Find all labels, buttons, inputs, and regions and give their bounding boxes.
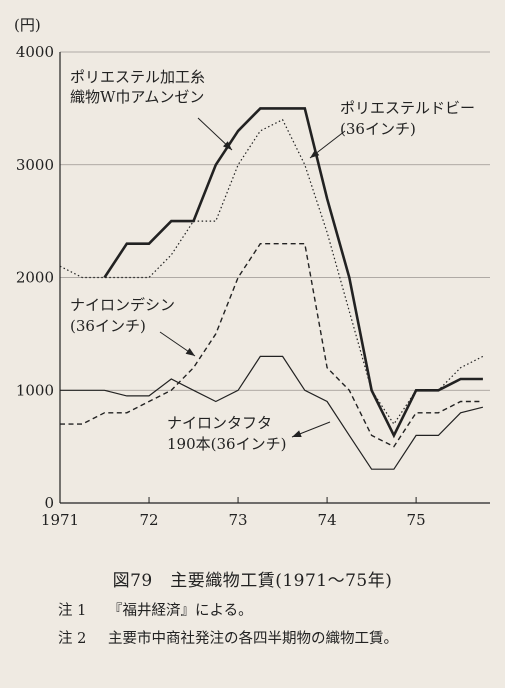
- figure-caption: 図79 主要織物工賃(1971〜75年): [112, 571, 393, 591]
- y-tick-label-2000: 2000: [16, 269, 54, 287]
- series-line-2: [60, 242, 483, 448]
- series-line-3: [60, 355, 484, 470]
- note-1: 注 1 『福井経済』による。: [58, 600, 448, 622]
- arrow-decin-head: [185, 348, 195, 356]
- x-tick-label-1972: 72: [139, 511, 158, 529]
- annotation-2-line-1: (36インチ): [70, 317, 146, 335]
- note-2-tag: 注 2: [58, 631, 87, 647]
- x-tick-label-1974: 74: [318, 511, 337, 529]
- series-line-1: [59, 118, 484, 426]
- annotation-0-line-1: 織物W巾アムンゼン: [70, 88, 204, 106]
- note-2-text: 主要市中商社発注の各四半期物の織物工賃。: [108, 631, 398, 647]
- annotation-1-line-1: (36インチ): [340, 120, 416, 138]
- x-tick-label-1973: 73: [229, 511, 248, 529]
- line-chart: 0 1000 2000 3000 4000 (円) 1971 72 73 74 75 ポリエステル加工…: [14, 16, 490, 529]
- y-tick-label-4000: 4000: [16, 43, 54, 61]
- y-tick-label-0: 0: [44, 494, 54, 512]
- y-tick-label-3000: 3000: [16, 156, 54, 174]
- arrow-dobby-head: [310, 149, 320, 158]
- annotation-3-line-0: ナイロンタフタ: [167, 414, 272, 432]
- arrow-amunzen-head: [223, 141, 232, 150]
- y-tick-label-1000: 1000: [16, 381, 54, 399]
- note-2: 注 2 主要市中商社発注の各四半期物の織物工賃。: [58, 628, 448, 650]
- series-line-0: [103, 107, 483, 439]
- annotation-0-line-0: ポリエステル加工糸: [70, 68, 205, 86]
- x-tick-label-1975: 75: [407, 511, 426, 529]
- y-axis-label: (円): [14, 16, 41, 34]
- annotation-3-line-1: 190本(36インチ): [167, 435, 286, 453]
- annotation-1-line-0: ポリエステルドビー: [340, 99, 475, 117]
- annotation-2-line-0: ナイロンデシン: [70, 296, 175, 314]
- x-tick-label-1971: 1971: [41, 511, 79, 529]
- note-1-text: 『福井経済』による。: [108, 603, 253, 619]
- arrow-taffeta-head: [292, 430, 302, 437]
- note-1-tag: 注 1: [58, 603, 87, 619]
